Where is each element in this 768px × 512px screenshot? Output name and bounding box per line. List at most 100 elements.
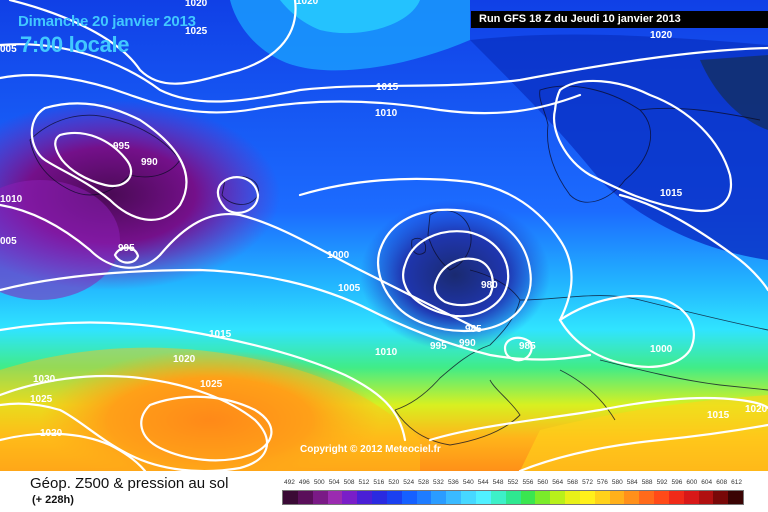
scale-swatch bbox=[401, 491, 417, 504]
scale-swatch bbox=[624, 491, 640, 504]
scale-label: 560 bbox=[537, 479, 549, 486]
isobar-label: 1020 bbox=[173, 354, 196, 365]
scale-label: 508 bbox=[343, 479, 355, 486]
scale-label: 492 bbox=[284, 479, 295, 486]
scale-swatch bbox=[565, 491, 580, 504]
scale-swatch bbox=[668, 491, 684, 504]
scale-label: 600 bbox=[686, 479, 698, 486]
isobar-label: 1010 bbox=[375, 108, 398, 119]
forecast-time: 7:00 locale bbox=[20, 32, 130, 57]
scale-swatch bbox=[550, 491, 566, 504]
isobar-label: 1015 bbox=[209, 329, 232, 340]
scale-swatch bbox=[312, 491, 328, 504]
scale-label: 540 bbox=[462, 479, 474, 486]
color-scale-labels: 492 496 500 504 508 512 516 520 524 528 532 536 540 5… bbox=[282, 479, 744, 489]
scale-label: 580 bbox=[611, 479, 623, 486]
scale-swatch bbox=[594, 491, 610, 504]
scale-swatch bbox=[461, 491, 476, 504]
scale-label: 572 bbox=[582, 479, 593, 486]
legend-panel: Géop. Z500 & pression au sol (+ 228h) 49… bbox=[0, 471, 768, 512]
scale-label: 564 bbox=[552, 479, 564, 486]
isobar-label: 1010 bbox=[375, 347, 398, 358]
isobar-label: 1020 bbox=[40, 428, 63, 439]
isobar-label: 980 bbox=[481, 280, 498, 291]
isobar-label: 005 bbox=[0, 44, 17, 55]
scale-label: 604 bbox=[701, 479, 713, 486]
isobar-label: 1025 bbox=[200, 379, 223, 390]
isobar-label: 995 bbox=[118, 243, 135, 254]
scale-label: 568 bbox=[567, 479, 579, 486]
scale-swatch bbox=[446, 491, 462, 504]
isobar-label: 1025 bbox=[185, 26, 208, 37]
isobar-label: 1030 bbox=[33, 374, 56, 385]
scale-label: 592 bbox=[656, 479, 668, 486]
parameter-label: Géop. Z500 & pression au sol bbox=[30, 475, 229, 492]
scale-label: 596 bbox=[671, 479, 683, 486]
scale-swatch bbox=[609, 491, 625, 504]
scale-swatch bbox=[505, 491, 521, 504]
scale-label: 608 bbox=[716, 479, 728, 486]
scale-swatch bbox=[416, 491, 432, 504]
isobar-label: 005 bbox=[0, 236, 17, 247]
scale-swatch bbox=[490, 491, 506, 504]
scale-label: 504 bbox=[328, 479, 340, 486]
scale-label: 544 bbox=[477, 479, 489, 486]
scale-label: 532 bbox=[433, 479, 444, 486]
scale-swatch bbox=[728, 491, 744, 504]
scale-label: 496 bbox=[298, 479, 310, 486]
scale-swatch bbox=[297, 491, 313, 504]
scale-label: 552 bbox=[507, 479, 519, 486]
scale-label: 584 bbox=[626, 479, 638, 486]
isobar-label: 1005 bbox=[338, 283, 361, 294]
scale-swatch bbox=[475, 491, 491, 504]
scale-label: 556 bbox=[522, 479, 534, 486]
isobar-label: 1015 bbox=[660, 188, 683, 199]
scale-label: 516 bbox=[373, 479, 385, 486]
weather-map: 1020 1025 1020 1020 005 1015 1010 995 99… bbox=[0, 0, 768, 471]
isobar-label: 1000 bbox=[650, 344, 673, 355]
model-run-label: Run GFS 18 Z du Jeudi 10 janvier 2013 bbox=[471, 11, 768, 28]
isobar-label: 990 bbox=[459, 338, 476, 349]
scale-swatch bbox=[283, 491, 298, 504]
isobar-label: 1020 bbox=[650, 30, 673, 41]
isobar-label: 1020 bbox=[185, 0, 208, 9]
color-scale-bar bbox=[282, 490, 744, 505]
geopotential-fill bbox=[0, 0, 768, 471]
scale-swatch bbox=[357, 491, 373, 504]
scale-swatch bbox=[431, 491, 447, 504]
scale-label: 536 bbox=[447, 479, 459, 486]
isobars bbox=[0, 0, 768, 471]
scale-swatch bbox=[327, 491, 343, 504]
scale-swatch bbox=[520, 491, 536, 504]
scale-label: 512 bbox=[358, 479, 370, 486]
scale-label: 588 bbox=[641, 479, 653, 486]
isobar-label: 995 bbox=[430, 341, 447, 352]
isobar-label: 1025 bbox=[30, 394, 53, 405]
scale-swatch bbox=[698, 491, 714, 504]
scale-swatch bbox=[579, 491, 595, 504]
scale-swatch bbox=[639, 491, 655, 504]
scale-label: 576 bbox=[596, 479, 608, 486]
isobar-label: 1020 bbox=[745, 404, 768, 415]
isobar-label: 985 bbox=[519, 341, 536, 352]
isobar-label: 1015 bbox=[707, 410, 730, 421]
forecast-hour-label: (+ 228h) bbox=[32, 494, 74, 506]
forecast-date: Dimanche 20 janvier 2013 bbox=[18, 13, 196, 30]
isobar-label: 1020 bbox=[296, 0, 319, 7]
scale-swatch bbox=[713, 491, 729, 504]
scale-label: 520 bbox=[388, 479, 400, 486]
scale-label: 500 bbox=[313, 479, 325, 486]
scale-swatch bbox=[683, 491, 699, 504]
scale-label: 612 bbox=[731, 479, 742, 486]
isobar-label: 995 bbox=[113, 141, 130, 152]
scale-swatch bbox=[386, 491, 402, 504]
isobar-label: 1015 bbox=[376, 82, 399, 93]
scale-swatch bbox=[372, 491, 387, 504]
scale-label: 524 bbox=[403, 479, 415, 486]
scale-swatch bbox=[535, 491, 551, 504]
isobar-label: 990 bbox=[141, 157, 158, 168]
isobar-label: 985 bbox=[465, 324, 482, 335]
scale-label: 548 bbox=[492, 479, 504, 486]
scale-swatch bbox=[654, 491, 669, 504]
isobar-label: 1000 bbox=[327, 250, 350, 261]
